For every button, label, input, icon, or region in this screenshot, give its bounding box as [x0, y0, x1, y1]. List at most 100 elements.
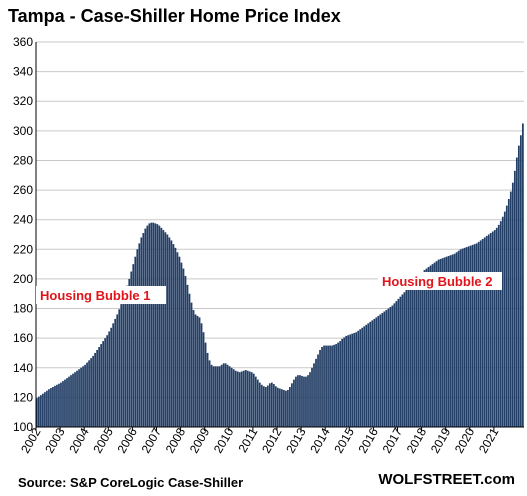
bar: [96, 350, 99, 427]
bar: [180, 262, 183, 427]
bar: [297, 375, 299, 427]
bar: [74, 372, 76, 427]
source-note: Source: S&P CoreLogic Case-Shiller: [18, 475, 244, 490]
bar: [132, 264, 135, 427]
bar: [289, 387, 291, 427]
bar: [321, 347, 323, 427]
bar: [403, 292, 406, 427]
bar: [283, 389, 285, 427]
bar: [190, 302, 193, 427]
x-tick-label: 2007: [139, 425, 165, 455]
annotation-box: [378, 272, 502, 290]
bar: [307, 375, 309, 427]
bar: [359, 329, 362, 427]
x-tick-label: 2015: [331, 425, 357, 455]
bar: [387, 308, 390, 427]
bar: [445, 256, 448, 427]
bar: [252, 373, 255, 427]
bar: [186, 284, 189, 427]
bar: [407, 287, 410, 427]
bar: [166, 234, 169, 427]
bar: [301, 375, 303, 427]
bar: [427, 267, 430, 427]
x-tick-label: 2017: [380, 425, 406, 455]
bar: [48, 389, 50, 427]
y-tick-label: 280: [13, 153, 33, 167]
bar: [152, 222, 155, 427]
bar: [323, 345, 325, 427]
bar: [511, 182, 514, 427]
bar: [317, 354, 319, 427]
bar: [66, 378, 68, 427]
bar: [82, 366, 84, 427]
bar: [254, 376, 257, 427]
bar: [188, 293, 191, 427]
bar: [42, 393, 44, 427]
bar: [379, 314, 382, 427]
bar: [365, 324, 368, 427]
bar: [212, 366, 215, 427]
bar: [439, 258, 442, 427]
bar: [331, 345, 333, 427]
bar: [102, 341, 105, 427]
bar: [106, 335, 109, 427]
bar: [353, 332, 356, 427]
bar: [230, 367, 233, 427]
x-tick-label: 2021: [476, 425, 502, 455]
bar: [335, 344, 337, 427]
bar: [68, 376, 70, 427]
bar: [258, 382, 261, 427]
y-tick-label: 360: [13, 35, 33, 49]
bar: [226, 364, 229, 427]
bar: [266, 385, 269, 427]
annotation-label: Housing Bubble 2: [382, 274, 493, 289]
y-tick-label: 220: [13, 242, 33, 256]
bar: [194, 314, 197, 427]
bar: [441, 258, 444, 427]
bar: [313, 363, 315, 427]
y-tick-label: 100: [13, 420, 33, 434]
y-axis: 100 120 140 160 180 200 220 240 260 280 300 320 340 3…: [13, 35, 37, 434]
bar: [409, 285, 412, 427]
bar: [116, 314, 119, 427]
bar: [146, 225, 149, 427]
bar: [421, 272, 424, 427]
bar: [260, 384, 263, 427]
bar: [208, 360, 211, 427]
y-tick-label: 240: [13, 213, 33, 227]
bar: [234, 370, 237, 427]
bar: [64, 379, 66, 427]
bar: [509, 191, 512, 427]
bar: [367, 323, 370, 427]
x-tick-label: 2014: [307, 425, 333, 455]
bar: [299, 375, 301, 427]
bar: [345, 335, 348, 427]
chart-title: Tampa - Case-Shiller Home Price Index: [8, 6, 341, 26]
bar: [491, 231, 494, 427]
bar: [329, 345, 331, 427]
bar: [92, 355, 94, 427]
bar: [118, 309, 121, 427]
bar: [268, 383, 271, 427]
bar: [60, 382, 62, 427]
bar: [120, 304, 123, 427]
bar: [341, 338, 344, 427]
bar: [214, 366, 217, 427]
x-tick-label: 2010: [211, 425, 237, 455]
y-tick-label: 180: [13, 302, 33, 316]
bar: [281, 389, 283, 427]
bar: [80, 367, 82, 427]
bar: [248, 371, 251, 427]
bar: [395, 301, 398, 427]
bar: [487, 234, 490, 427]
bar: [50, 388, 52, 427]
bar: [319, 350, 321, 427]
bar: [62, 381, 64, 427]
bar: [246, 370, 249, 427]
x-tick-label: 2009: [187, 425, 213, 455]
bar: [168, 237, 171, 427]
bar: [375, 317, 378, 427]
x-tick-label: 2016: [356, 425, 382, 455]
bar: [156, 224, 159, 427]
bar: [184, 275, 187, 427]
